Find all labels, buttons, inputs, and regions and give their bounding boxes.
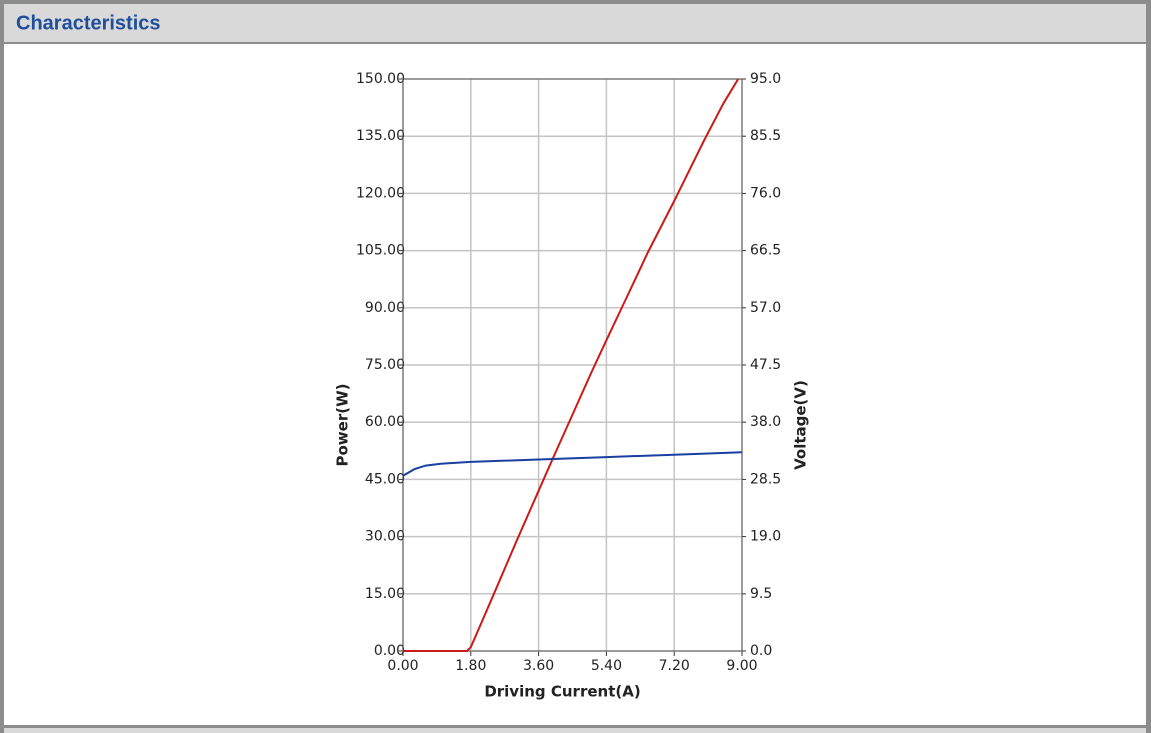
y2-tick-label: 85.5: [750, 128, 781, 144]
y-tick-label: 30.00: [365, 529, 405, 545]
y2-tick-label: 9.5: [750, 586, 772, 602]
series-line: [402, 451, 743, 477]
y2-tick-label: 66.5: [750, 243, 781, 259]
y2-tick-label: 76.0: [750, 185, 781, 201]
chart: 0.00 1.80 3.60 5.40 7.20 9.00 0.00 15.00 30.00 45…: [334, 71, 810, 701]
x-tick-label: 0.00: [387, 658, 418, 674]
y-tick-label: 60.00: [365, 414, 405, 430]
series-line: [403, 78, 740, 652]
y2-tick-label: 28.5: [750, 471, 781, 487]
x-tick-label: 9.00: [726, 658, 757, 674]
header-title: Characteristics: [16, 12, 161, 34]
x-tick-label: 1.80: [455, 658, 486, 674]
y-tick-label: 75.00: [365, 357, 405, 373]
x-tick-label: 7.20: [659, 658, 690, 674]
y-tick-label: 135.00: [356, 128, 405, 144]
plot-frame: [402, 78, 743, 652]
y2-axis-title: Voltage(V): [792, 380, 810, 470]
y-tick-label: 150.00: [356, 71, 405, 87]
content-area: [4, 44, 1146, 725]
y-tick-label: 0.00: [374, 643, 405, 659]
y-tick-label: 45.00: [365, 471, 405, 487]
y-tick-label: 90.00: [365, 300, 405, 316]
footer-bar: [4, 728, 1146, 733]
y2-tick-label: 38.0: [750, 414, 781, 430]
y2-tick-label: 95.0: [750, 71, 781, 87]
x-tick-label: 5.40: [591, 658, 622, 674]
y2-tick-label: 47.5: [750, 357, 781, 373]
header-bar: [4, 4, 1146, 42]
y2-tick-label: 0.0: [750, 643, 772, 659]
y-tick-label: 105.00: [356, 243, 405, 259]
y-tick-label: 15.00: [365, 586, 405, 602]
y2-tick-label: 57.0: [750, 300, 781, 316]
y-tick-label: 120.00: [356, 185, 405, 201]
x-tick-label: 3.60: [523, 658, 554, 674]
y2-tick-label: 19.0: [750, 529, 781, 545]
x-axis-title: Driving Current(A): [484, 683, 640, 701]
y-axis-title: Power(W): [334, 384, 352, 467]
